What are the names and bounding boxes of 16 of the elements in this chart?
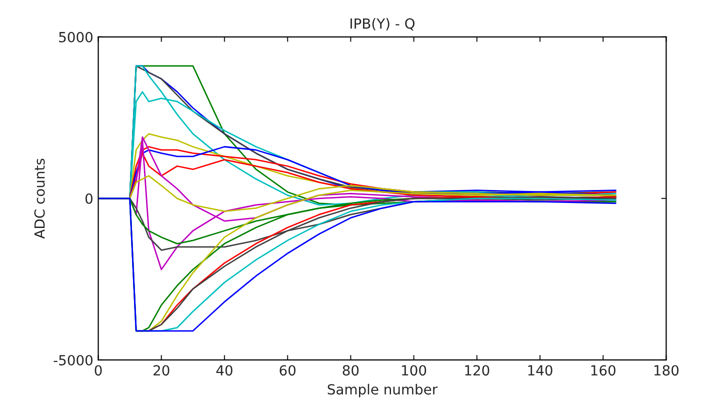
- x-tick-label: 0: [94, 365, 102, 376]
- y-axis-title: ADC counts: [34, 158, 45, 239]
- x-tick-label: 180: [654, 365, 679, 376]
- x-axis-title: Sample number: [328, 384, 438, 398]
- x-tick-label: 100: [402, 365, 426, 376]
- x-tick-label: 140: [528, 365, 552, 376]
- x-tick-label: 80: [342, 365, 359, 376]
- x-tick-label: 60: [280, 365, 296, 376]
- x-tick-label: 160: [591, 365, 616, 376]
- x-tick-label: 40: [216, 365, 232, 376]
- y-tick-label: -5000: [54, 354, 92, 366]
- x-tick-label: 120: [465, 365, 490, 376]
- y-tick-label: 0: [86, 193, 92, 204]
- chart-title: IPB(Y) - Q: [350, 18, 415, 30]
- y-tick-label: 5000: [59, 32, 92, 42]
- x-tick-label: 20: [154, 365, 170, 376]
